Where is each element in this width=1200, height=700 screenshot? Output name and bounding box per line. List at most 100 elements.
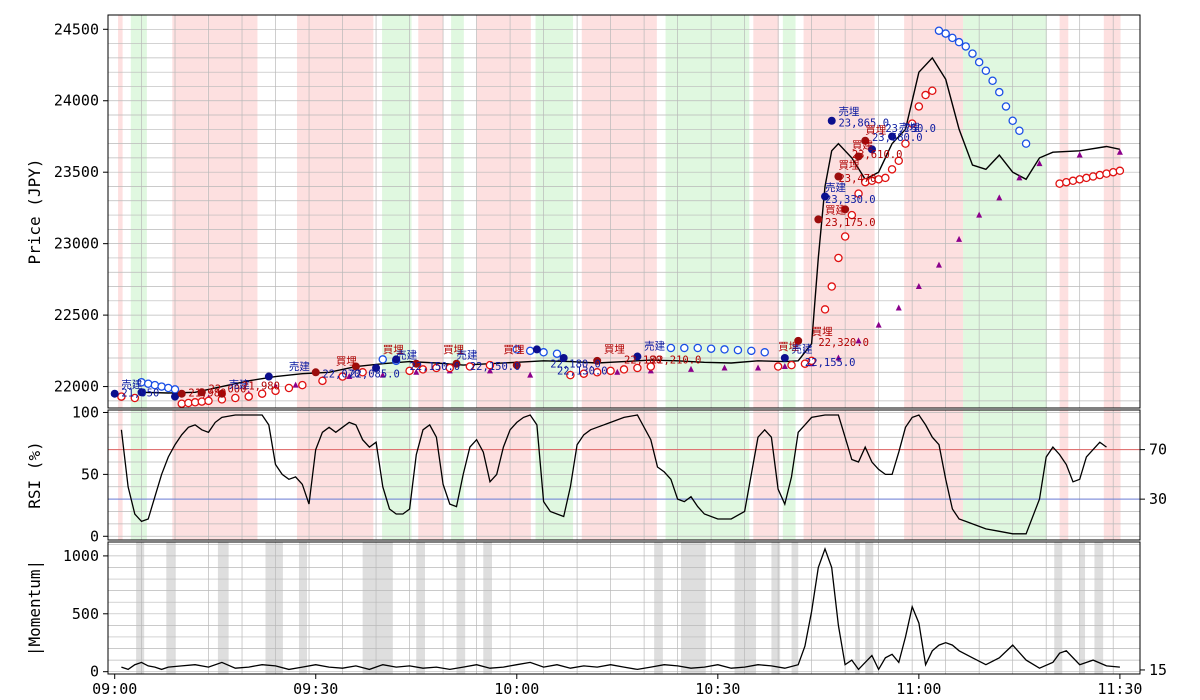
sar-point-down: [338, 372, 347, 381]
rsi-panel-regions: [118, 410, 1121, 540]
momentum-shade: [217, 542, 229, 674]
trade-annotation: 22,180.0: [550, 358, 601, 370]
trade-annotation: 買埋: [383, 344, 404, 356]
axis-labels: 22000 22500 23000 23500 24000 24500 0 50 100 30 70…: [25, 20, 1167, 698]
sar-point-up: [968, 49, 977, 58]
sar-point-down: [807, 356, 816, 366]
trade-annotation: 21,980: [188, 388, 226, 400]
sar-point-down: [318, 376, 327, 386]
trade-point-buy: [794, 336, 803, 345]
sar-point-down: [820, 305, 830, 314]
sar-point-up: [733, 345, 743, 355]
trade-annotation: 売建: [792, 342, 813, 355]
trade-point-buy: [217, 389, 226, 398]
momentum-shade: [734, 542, 757, 674]
triangle-marker: [895, 304, 902, 311]
trade-annotation: 売建: [825, 181, 846, 194]
sar-point-down: [773, 362, 783, 371]
sar-point-down: [1088, 172, 1098, 181]
signal-region-red: [172, 15, 208, 408]
trade-point-buy: [841, 205, 850, 214]
trade-annotation: 22,180: [624, 355, 662, 367]
signal-region-red: [296, 410, 374, 540]
momentum-shade: [865, 542, 874, 674]
momentum-tick-label: 1000: [63, 547, 99, 565]
rsi-tick-label: 50: [81, 465, 99, 483]
trade-annotation: 22,085.0: [349, 368, 400, 380]
sar-point-down: [901, 139, 910, 148]
triangle-marker: [413, 368, 420, 375]
sar-point-down: [1075, 175, 1084, 184]
trade-annotation: 売埋: [899, 121, 920, 134]
signal-region-green: [130, 410, 147, 540]
signal-region-red: [476, 15, 531, 408]
sar-point-down: [1102, 169, 1111, 178]
trade-annotation: 買建: [852, 139, 873, 152]
triangle-marker: [614, 368, 621, 375]
sar-point-down: [257, 389, 267, 398]
price-tick-label: 22500: [54, 306, 99, 324]
momentum-shade: [362, 542, 393, 674]
rsi-tick-label: 100: [72, 403, 99, 421]
panel-frame-2: [107, 541, 1141, 675]
sar-point-down: [907, 119, 917, 128]
momentum-shade: [483, 542, 492, 674]
signal-region-green: [451, 410, 464, 540]
trade-annotation: 売建: [289, 360, 310, 373]
trade-point-buy: [412, 359, 421, 368]
sar-point-up: [981, 66, 991, 75]
trade-point-buy: [197, 388, 206, 397]
sar-point-down: [485, 360, 495, 370]
signal-region-red: [753, 15, 779, 408]
momentum-panel-grid: [108, 542, 1140, 674]
panel-frame-0: [107, 14, 1141, 409]
trade-annotation: 買建: [825, 204, 846, 217]
signal-region-green: [665, 410, 750, 540]
trade-annotation: 23,865.0: [838, 117, 889, 129]
signal-region-red: [118, 410, 123, 540]
sar-point-down: [881, 173, 890, 183]
signal-region-green: [963, 15, 1047, 408]
signal-region-white: [122, 15, 131, 408]
trade-annotation: 売建: [229, 378, 250, 391]
signal-region-red: [476, 410, 531, 540]
trade-annotation: 22,000: [209, 383, 247, 395]
sar-point-down: [1095, 170, 1105, 180]
momentum-tick-label: 0: [90, 663, 99, 681]
rsi-panel-grid: [108, 410, 1140, 540]
trade-annotation: 23,330.0: [825, 194, 876, 206]
sar-point-down: [358, 368, 367, 377]
trade-annotation: 22,320.0: [818, 337, 869, 349]
sar-point-up: [954, 37, 964, 47]
triangle-marker: [1116, 148, 1123, 155]
triangle-marker: [292, 381, 299, 388]
signal-region-red: [418, 410, 444, 540]
signal-region-red: [207, 15, 258, 408]
sar-point-down: [827, 282, 836, 291]
triangle-marker: [875, 321, 882, 328]
momentum-shade: [654, 542, 663, 674]
trade-annotation: 買埋: [503, 344, 524, 356]
signal-region-red: [1103, 15, 1121, 408]
sar-point-down: [847, 210, 857, 220]
triangle-marker: [996, 194, 1003, 201]
sar-point-down: [432, 363, 441, 373]
triangle-marker: [755, 364, 762, 371]
trade-point-sell: [532, 345, 541, 354]
sar-point-up: [143, 379, 153, 388]
sar-point-up: [1021, 139, 1031, 148]
trade-annotation: 買埋: [604, 343, 625, 355]
price-tick-label: 23000: [54, 235, 99, 253]
signal-region-green: [535, 15, 574, 408]
triangle-marker: [781, 363, 788, 370]
signal-region-green: [451, 15, 464, 408]
sar-point-up: [525, 346, 535, 356]
x-tick-label: 10:00: [494, 680, 539, 698]
rsi-tick-label: 0: [90, 527, 99, 545]
sar-point-down: [834, 253, 843, 263]
sar-point-down: [854, 189, 863, 198]
signal-region-green: [963, 410, 1047, 540]
triangle-marker: [1076, 151, 1083, 158]
